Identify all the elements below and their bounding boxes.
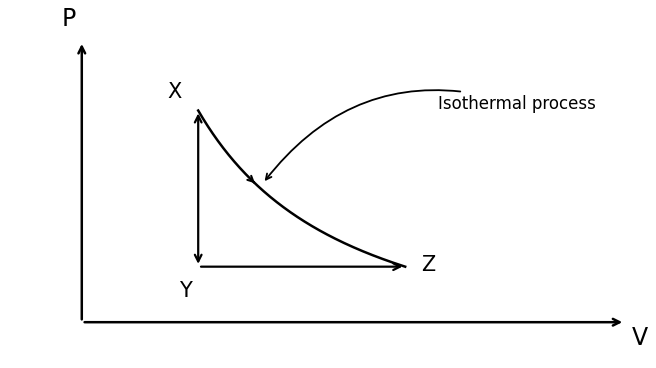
Text: P: P: [62, 7, 76, 31]
Text: X: X: [168, 82, 182, 102]
Text: Isothermal process: Isothermal process: [266, 90, 596, 180]
Text: Z: Z: [421, 255, 436, 275]
Text: V: V: [632, 326, 647, 350]
Text: Y: Y: [179, 280, 192, 301]
